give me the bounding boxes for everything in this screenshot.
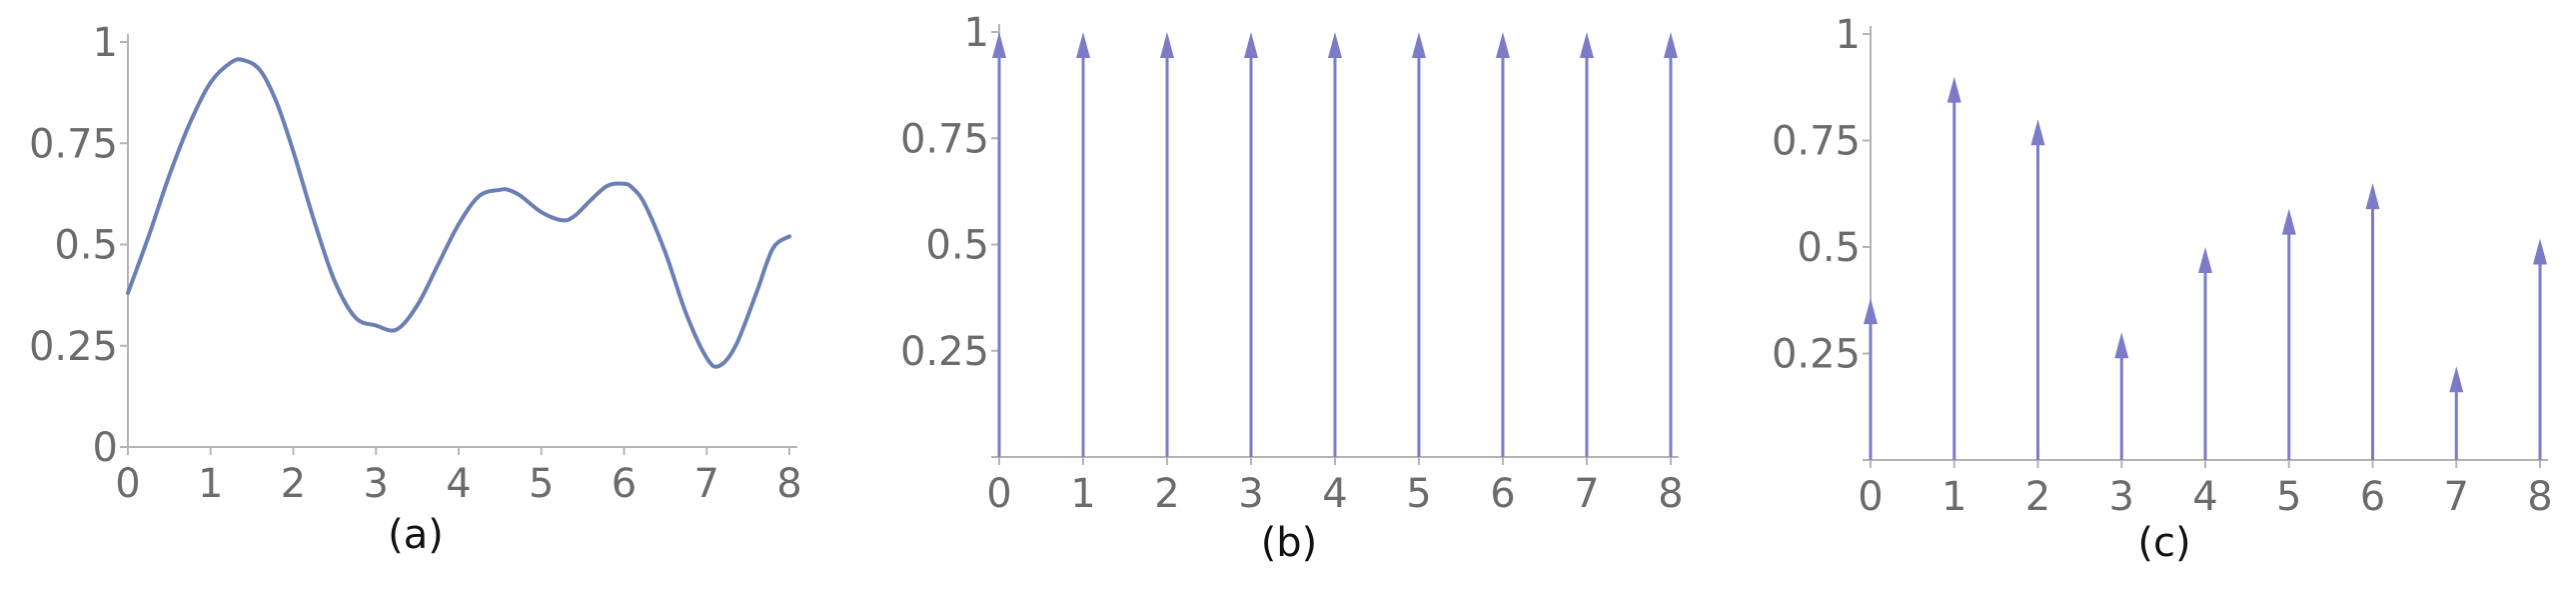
y-tick-label-b: 0.5 <box>925 223 989 269</box>
x-tick-label-b: 6 <box>1490 471 1515 517</box>
stem-arrowhead-b <box>1076 32 1090 58</box>
panel-caption-a: (a) <box>388 512 444 558</box>
x-tick-label-c: 8 <box>2527 474 2552 520</box>
stem-arrowhead-c <box>1864 298 1878 325</box>
x-tick-label-a: 7 <box>694 461 719 507</box>
panel-c: 0 1 2 3 4 5 6 7 8 0.25 0.5 0.75 1 (c) <box>1772 12 2553 566</box>
stem-arrowhead-c <box>2281 208 2296 235</box>
stem-arrowhead-c <box>2030 119 2045 146</box>
y-tick-label-a: 0.5 <box>54 223 118 269</box>
y-tick-label-c: 0.25 <box>1772 332 1861 378</box>
x-tick-label-b: 0 <box>986 471 1011 517</box>
x-tick-label-a: 3 <box>364 461 389 507</box>
x-tick-label-a: 4 <box>446 461 471 507</box>
stem-arrowhead-b <box>1496 32 1510 58</box>
stem-arrowhead-b <box>1244 32 1258 58</box>
x-tick-label-b: 2 <box>1154 471 1179 517</box>
x-tick-label-b: 1 <box>1070 471 1095 517</box>
x-tick-label-c: 6 <box>2360 474 2385 520</box>
panel-b: 0 1 2 3 4 5 6 7 8 0.25 0.5 0.75 1 (b) <box>900 10 1684 566</box>
x-tick-label-c: 5 <box>2276 474 2301 520</box>
x-tick-label-a: 0 <box>115 461 140 507</box>
stem-arrowhead-b <box>1580 32 1594 58</box>
stem-arrowhead-c <box>2533 238 2547 265</box>
x-tick-label-a: 1 <box>198 461 223 507</box>
stem-arrowhead-c <box>2114 332 2129 359</box>
x-tick-label-a: 6 <box>612 461 637 507</box>
y-tick-label-a: 0 <box>93 425 118 471</box>
x-tick-label-b: 5 <box>1406 471 1431 517</box>
stem-arrowhead-b <box>1160 32 1174 58</box>
stem-arrowhead-c <box>1946 76 1961 103</box>
panel-caption-b: (b) <box>1261 520 1318 566</box>
x-tick-label-a: 8 <box>776 461 801 507</box>
stem-arrowhead-c <box>2365 183 2380 210</box>
stem-arrowhead-b <box>1412 32 1426 58</box>
y-tick-label-c: 0.5 <box>1797 225 1861 271</box>
panel-caption-c: (c) <box>2137 520 2190 566</box>
y-tick-label-b: 0.75 <box>900 116 989 162</box>
x-tick-label-a: 2 <box>281 461 306 507</box>
x-tick-label-b: 7 <box>1574 471 1599 517</box>
y-tick-label-a: 0.25 <box>29 324 118 370</box>
stem-arrowhead-b <box>1664 32 1678 58</box>
y-tick-label-b: 1 <box>964 10 989 56</box>
x-tick-label-c: 1 <box>1941 474 1966 520</box>
y-tick-label-c: 1 <box>1836 12 1861 58</box>
x-tick-label-c: 2 <box>2025 474 2050 520</box>
y-tick-label-c: 0.75 <box>1772 119 1861 165</box>
stem-arrowhead-c <box>2449 366 2464 393</box>
y-tick-label-a: 0.75 <box>29 121 118 167</box>
x-tick-label-b: 4 <box>1322 471 1347 517</box>
x-tick-label-c: 3 <box>2109 474 2134 520</box>
panel-a: 0 1 2 3 4 5 6 7 8 0 0.25 0.5 0.75 1 (a) <box>29 20 802 558</box>
x-tick-label-c: 4 <box>2192 474 2217 520</box>
x-tick-label-a: 5 <box>529 461 554 507</box>
y-tick-label-a: 1 <box>93 20 118 66</box>
stem-arrowhead-b <box>1328 32 1342 58</box>
stem-arrowhead-b <box>992 32 1006 58</box>
x-tick-label-c: 0 <box>1858 474 1883 520</box>
series-line-a <box>126 57 791 369</box>
x-tick-label-c: 7 <box>2444 474 2469 520</box>
x-tick-label-b: 8 <box>1658 471 1683 517</box>
stem-arrowhead-c <box>2198 247 2212 273</box>
y-tick-label-b: 0.25 <box>900 329 989 375</box>
x-tick-label-b: 3 <box>1238 471 1263 517</box>
